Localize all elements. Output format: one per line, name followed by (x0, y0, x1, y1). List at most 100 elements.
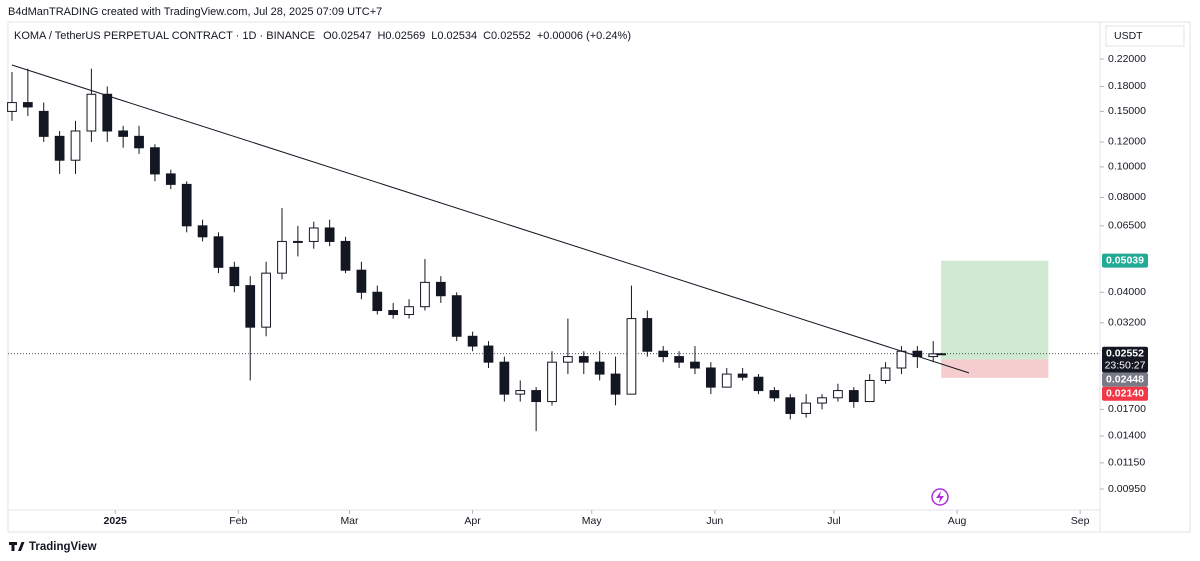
candle (70, 120, 81, 174)
candle-body (451, 295, 462, 337)
candle-body (578, 356, 589, 363)
candle-body (610, 373, 621, 395)
candle (197, 219, 208, 242)
ohlc-value: H0.02569 (377, 30, 425, 42)
loss-zone (941, 359, 1049, 378)
candle-body (372, 291, 383, 312)
price-label-box (1102, 253, 1148, 268)
candle (801, 394, 812, 418)
candle (340, 236, 351, 274)
candle (531, 387, 541, 432)
x-tick-label: Feb (229, 515, 247, 527)
candle (785, 394, 796, 420)
candle (165, 169, 176, 190)
candle-body (817, 397, 827, 404)
candle (451, 292, 462, 342)
candle-body (134, 135, 144, 149)
candle (936, 352, 947, 356)
ohlc-value: C0.02552 (483, 30, 531, 42)
candle-body (38, 110, 49, 137)
candle-body (896, 350, 907, 369)
candle (118, 125, 129, 148)
price-label: 0.05039 (1106, 254, 1144, 266)
symbol: KOMA / TetherUS PERPETUAL CONTRACT · 1D … (14, 30, 315, 42)
ohlc-value: O0.02547 (323, 30, 371, 42)
attribution: B4dManTRADING created with TradingView.c… (8, 6, 382, 18)
y-tick-label: 0.10000 (1108, 161, 1146, 173)
candle (563, 318, 573, 375)
candle (769, 387, 780, 402)
candle-body (340, 240, 351, 271)
candle-body (245, 285, 256, 328)
candle-body (880, 367, 891, 381)
candle-body (785, 397, 796, 414)
candle (642, 310, 653, 357)
candle (658, 346, 669, 363)
price-label-box (1102, 386, 1148, 401)
candle-body (864, 379, 875, 403)
candle-body (658, 350, 669, 358)
candle-body (642, 318, 653, 352)
trendline (11, 64, 970, 374)
candle-body (261, 272, 271, 328)
y-tick-label: 0.01700 (1108, 403, 1146, 415)
candle-body (705, 367, 716, 388)
logo-mark (9, 542, 25, 551)
candle-body (165, 173, 176, 185)
x-tick-label: 2025 (104, 515, 128, 527)
currency: USDT (1114, 30, 1143, 42)
price-label: 0.02448 (1106, 374, 1144, 386)
candle-body (848, 390, 859, 403)
logo-text: TradingView (29, 541, 97, 553)
candle (245, 276, 256, 381)
bolt (936, 491, 944, 503)
x-tick-label: Mar (340, 515, 359, 527)
x-tick-label: Jul (827, 515, 840, 527)
candle (54, 130, 65, 174)
candle (817, 394, 827, 410)
candle-body (483, 345, 494, 363)
x-tick-label: Sep (1071, 515, 1090, 527)
candle (626, 285, 637, 395)
price-label-box (1102, 346, 1148, 373)
y-tick-label: 0.06500 (1108, 220, 1146, 232)
candle (356, 261, 367, 300)
candle (38, 102, 49, 142)
candle-body (769, 390, 780, 399)
y-tick-label: 0.01150 (1108, 457, 1145, 469)
y-tick-label: 0.15000 (1108, 105, 1146, 117)
candle-body (150, 147, 160, 175)
candle (515, 380, 526, 402)
candle (833, 383, 843, 402)
logo: TradingView (9, 541, 97, 553)
candle-body (801, 402, 812, 414)
candle-body (674, 356, 684, 363)
candle-body (547, 361, 557, 403)
candle (848, 387, 859, 408)
candle-body (753, 376, 764, 392)
candle (213, 232, 224, 274)
y-tick-label: 0.18000 (1108, 80, 1146, 92)
candle-body (388, 310, 399, 316)
candle (610, 356, 621, 406)
candle-body (22, 102, 33, 108)
candle (880, 362, 891, 384)
frame (7, 21, 1191, 533)
candle (721, 367, 732, 388)
candle-body (229, 266, 240, 287)
candle (308, 221, 319, 249)
candle-body (197, 225, 208, 238)
candle-body (690, 361, 700, 369)
currency-box[interactable] (1105, 25, 1185, 47)
candle (547, 351, 557, 406)
candle (690, 346, 700, 375)
candle-body (936, 353, 947, 356)
candle (737, 367, 748, 381)
y-tick-label: 0.04000 (1108, 286, 1146, 298)
candle-body (213, 236, 224, 268)
bolt-icon[interactable] (931, 488, 949, 506)
price-label: 0.02140 (1106, 388, 1144, 400)
candle (674, 351, 684, 368)
candle (86, 68, 97, 142)
